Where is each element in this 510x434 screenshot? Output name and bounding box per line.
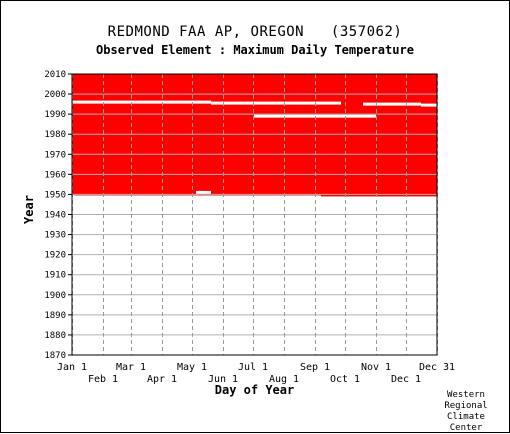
x-tick-label: Nov 1	[361, 362, 391, 373]
y-tick-label: 1890	[44, 311, 66, 321]
y-tick-label: 1910	[44, 271, 66, 281]
missing-data-gap	[211, 101, 341, 105]
y-tick-label: 1980	[44, 130, 66, 140]
data-layer	[72, 74, 437, 198]
y-tick-label: 1940	[44, 211, 66, 221]
credit-block: Western Regional Climate Center	[436, 390, 496, 434]
x-tick-label: Apr 1	[147, 374, 177, 385]
credit-line: Western	[447, 390, 485, 400]
x-tick-label: May 1	[177, 362, 207, 373]
y-tick-label: 1930	[44, 231, 66, 241]
x-tick-label: Jun 1	[208, 374, 238, 385]
x-tick-label: Dec 1	[391, 374, 421, 385]
x-tick-label: Jul 1	[238, 362, 268, 373]
y-tick-label: 1870	[44, 351, 66, 361]
missing-data-gap	[72, 100, 211, 104]
x-tick-label: Dec 31	[419, 362, 455, 373]
x-tick-label: Oct 1	[330, 374, 360, 385]
x-tick-label: Feb 1	[88, 374, 118, 385]
credit-line: Regional	[444, 401, 488, 411]
y-tick-label: 2010	[44, 70, 66, 80]
y-tick-label: 1950	[44, 190, 66, 200]
x-axis-label: Day of Year	[215, 383, 294, 397]
y-tick-label: 1900	[44, 291, 66, 301]
credit-line: Center	[449, 423, 483, 433]
missing-data-gap	[421, 103, 437, 107]
missing-data-gap	[363, 102, 421, 106]
chart-subtitle: Observed Element : Maximum Daily Tempera…	[96, 43, 414, 57]
x-tick-label: Mar 1	[116, 362, 146, 373]
credit-line: Climate	[447, 412, 485, 422]
y-tick-label: 2000	[44, 90, 66, 100]
missing-data-gap	[72, 195, 321, 198]
chart-title: REDMOND FAA AP, OREGON (357062)	[107, 24, 403, 40]
y-tick-label: 1920	[44, 251, 66, 261]
axis-layer: 1870 1880 1890 1900 1910 1920 1930 1940 1950 1960…	[44, 70, 455, 385]
y-tick-label: 1960	[44, 170, 66, 180]
data-coverage-block	[72, 74, 437, 197]
missing-data-gap	[196, 190, 211, 194]
x-tick-label: Sep 1	[300, 362, 330, 373]
y-tick-label: 1990	[44, 110, 66, 120]
y-tick-label: 1880	[44, 331, 66, 341]
x-tick-label: Aug 1	[269, 374, 299, 385]
x-tick-label: Jan 1	[57, 362, 87, 373]
y-axis-label: Year	[22, 195, 36, 224]
y-tick-label: 1970	[44, 150, 66, 160]
